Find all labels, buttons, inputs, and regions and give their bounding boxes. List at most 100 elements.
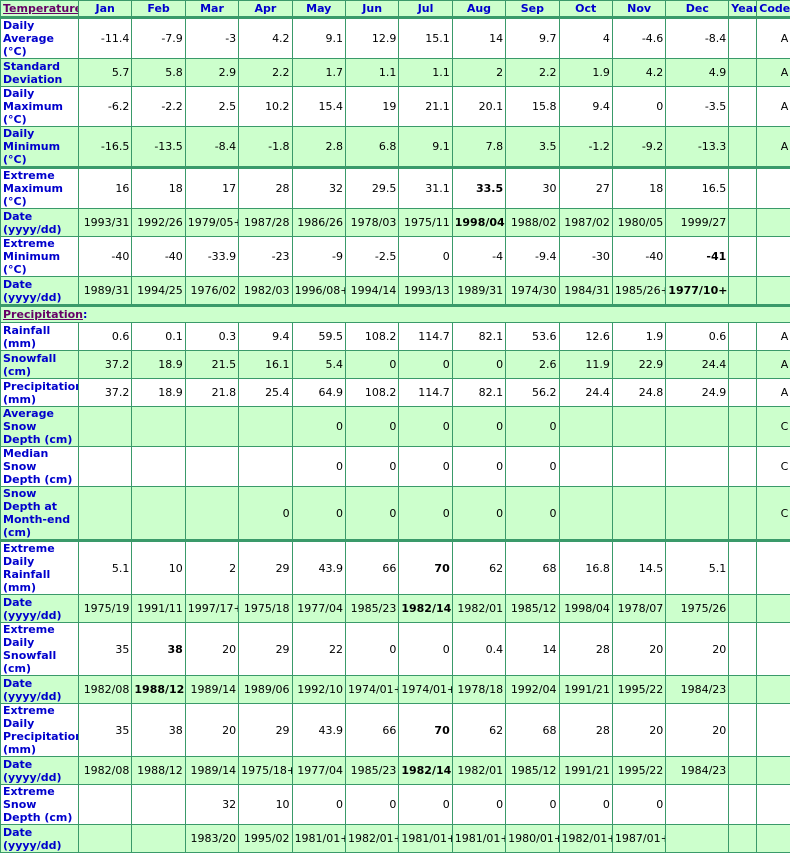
- cell-aug: 1982/01: [452, 595, 505, 623]
- cell-code: A: [757, 18, 790, 59]
- cell-year: [729, 623, 757, 676]
- cell-nov: 1995/22: [612, 676, 665, 704]
- cell-oct: 24.4: [559, 379, 612, 407]
- cell-feb: [132, 407, 185, 447]
- cell-may: 1977/04: [292, 757, 345, 785]
- cell-year: [729, 407, 757, 447]
- row-label: Extreme Daily Precipitation (mm): [1, 704, 79, 757]
- column-header-mar: Mar: [185, 1, 238, 18]
- cell-may: 1986/26: [292, 209, 345, 237]
- cell-jul: 0: [399, 623, 452, 676]
- cell-apr: 1982/03: [239, 277, 292, 306]
- cell-nov: 14.5: [612, 541, 665, 595]
- cell-dec: [666, 407, 729, 447]
- row-label: Date (yyyy/dd): [1, 757, 79, 785]
- cell-nov: [612, 407, 665, 447]
- cell-nov: 4.2: [612, 59, 665, 87]
- cell-aug: 20.1: [452, 87, 505, 127]
- cell-sep: 68: [506, 541, 559, 595]
- cell-sep: 1985/12: [506, 595, 559, 623]
- precipitation-section: Precipitation:: [1, 306, 790, 323]
- cell-oct: [559, 407, 612, 447]
- cell-jan: 1975/19: [79, 595, 132, 623]
- cell-feb: [132, 825, 185, 853]
- row-label: Rainfall (mm): [1, 323, 79, 351]
- cell-jan: 37.2: [79, 351, 132, 379]
- cell-sep: 0: [506, 447, 559, 487]
- cell-code: A: [757, 87, 790, 127]
- cell-feb: 1992/26: [132, 209, 185, 237]
- cell-aug: 14: [452, 18, 505, 59]
- colon: :: [83, 308, 87, 321]
- cell-jul: 1982/14: [399, 757, 452, 785]
- cell-dec: 16.5: [666, 168, 729, 209]
- cell-code: A: [757, 323, 790, 351]
- cell-code: [757, 237, 790, 277]
- cell-dec: -41: [666, 237, 729, 277]
- cell-jan: 1993/31: [79, 209, 132, 237]
- cell-feb: 18: [132, 168, 185, 209]
- precipitation-section-row: Precipitation:: [1, 306, 790, 323]
- cell-feb: 10: [132, 541, 185, 595]
- cell-jul: 114.7: [399, 379, 452, 407]
- cell-aug: 82.1: [452, 379, 505, 407]
- column-header-feb: Feb: [132, 1, 185, 18]
- cell-dec: 1999/27: [666, 209, 729, 237]
- cell-dec: 20: [666, 704, 729, 757]
- cell-apr: 28: [239, 168, 292, 209]
- cell-code: [757, 676, 790, 704]
- cell-may: 1981/01+: [292, 825, 345, 853]
- column-header-apr: Apr: [239, 1, 292, 18]
- cell-year: [729, 825, 757, 853]
- cell-jun: 66: [345, 704, 398, 757]
- cell-feb: 1991/11: [132, 595, 185, 623]
- column-header-sep: Sep: [506, 1, 559, 18]
- column-header-aug: Aug: [452, 1, 505, 18]
- cell-apr: 1989/06: [239, 676, 292, 704]
- cell-may: -9: [292, 237, 345, 277]
- cell-mar: 32: [185, 785, 238, 825]
- cell-apr: 29: [239, 704, 292, 757]
- cell-apr: [239, 447, 292, 487]
- cell-apr: 9.4: [239, 323, 292, 351]
- column-header-oct: Oct: [559, 1, 612, 18]
- cell-oct: 1982/01+: [559, 825, 612, 853]
- cell-jan: -11.4: [79, 18, 132, 59]
- cell-year: [729, 209, 757, 237]
- cell-code: [757, 595, 790, 623]
- cell-jan: 0.6: [79, 323, 132, 351]
- cell-dec: 20: [666, 623, 729, 676]
- cell-jan: -40: [79, 237, 132, 277]
- cell-apr: 29: [239, 541, 292, 595]
- cell-dec: 1977/10+: [666, 277, 729, 306]
- row-label: Snowfall (cm): [1, 351, 79, 379]
- row-label: Precipitation (mm): [1, 379, 79, 407]
- cell-apr: 25.4: [239, 379, 292, 407]
- cell-year: [729, 18, 757, 59]
- cell-aug: 0: [452, 407, 505, 447]
- cell-year: [729, 785, 757, 825]
- cell-jul: 70: [399, 541, 452, 595]
- cell-jul: 1993/13: [399, 277, 452, 306]
- temperature-link[interactable]: Temperature: [3, 2, 79, 15]
- cell-may: 1.7: [292, 59, 345, 87]
- cell-code: A: [757, 379, 790, 407]
- cell-aug: 0: [452, 487, 505, 541]
- cell-jun: 19: [345, 87, 398, 127]
- cell-dec: 5.1: [666, 541, 729, 595]
- row-label: Daily Minimum (°C): [1, 127, 79, 168]
- cell-code: [757, 277, 790, 306]
- cell-mar: 1989/14: [185, 676, 238, 704]
- cell-aug: 2: [452, 59, 505, 87]
- cell-oct: 16.8: [559, 541, 612, 595]
- cell-jun: 0: [345, 623, 398, 676]
- cell-sep: 68: [506, 704, 559, 757]
- precipitation-link[interactable]: Precipitation: [3, 308, 83, 321]
- cell-year: [729, 541, 757, 595]
- cell-mar: 1997/17+: [185, 595, 238, 623]
- cell-mar: 0.3: [185, 323, 238, 351]
